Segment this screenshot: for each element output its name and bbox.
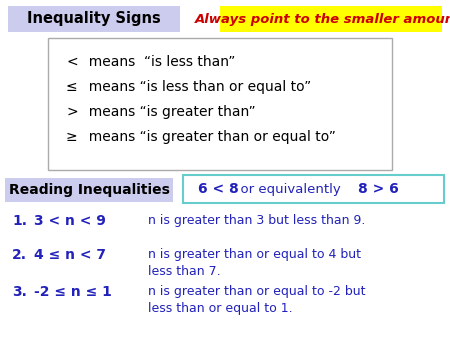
Text: 3.: 3. [12, 285, 27, 299]
Text: ≤: ≤ [66, 80, 77, 94]
Text: 8 > 6: 8 > 6 [358, 182, 399, 196]
Text: 6 < 8: 6 < 8 [198, 182, 239, 196]
Text: Reading Inequalities: Reading Inequalities [9, 183, 170, 197]
Text: 2.: 2. [12, 248, 27, 262]
FancyBboxPatch shape [5, 178, 173, 202]
FancyBboxPatch shape [183, 175, 444, 203]
Text: or equivalently: or equivalently [232, 183, 345, 195]
Text: <: < [66, 55, 77, 69]
Text: -2 ≤ n ≤ 1: -2 ≤ n ≤ 1 [34, 285, 112, 299]
Text: means “is greater than or equal to”: means “is greater than or equal to” [80, 130, 336, 144]
Text: ≥: ≥ [66, 130, 77, 144]
Text: means “is less than or equal to”: means “is less than or equal to” [80, 80, 311, 94]
Text: means  “is less than”: means “is less than” [80, 55, 235, 69]
Text: 1.: 1. [12, 214, 27, 228]
Text: means “is greater than”: means “is greater than” [80, 105, 256, 119]
Text: >: > [66, 105, 77, 119]
Text: n is greater than 3 but less than 9.: n is greater than 3 but less than 9. [148, 214, 365, 227]
FancyBboxPatch shape [8, 6, 180, 32]
Text: n is greater than or equal to 4 but
less than 7.: n is greater than or equal to 4 but less… [148, 248, 361, 278]
Text: n is greater than or equal to -2 but
less than or equal to 1.: n is greater than or equal to -2 but les… [148, 285, 365, 315]
Text: 3 < n < 9: 3 < n < 9 [34, 214, 106, 228]
FancyBboxPatch shape [220, 6, 442, 32]
Text: 4 ≤ n < 7: 4 ≤ n < 7 [34, 248, 106, 262]
Text: Inequality Signs: Inequality Signs [27, 11, 161, 26]
FancyBboxPatch shape [48, 38, 392, 170]
Text: Always point to the smaller amount!: Always point to the smaller amount! [195, 13, 450, 25]
